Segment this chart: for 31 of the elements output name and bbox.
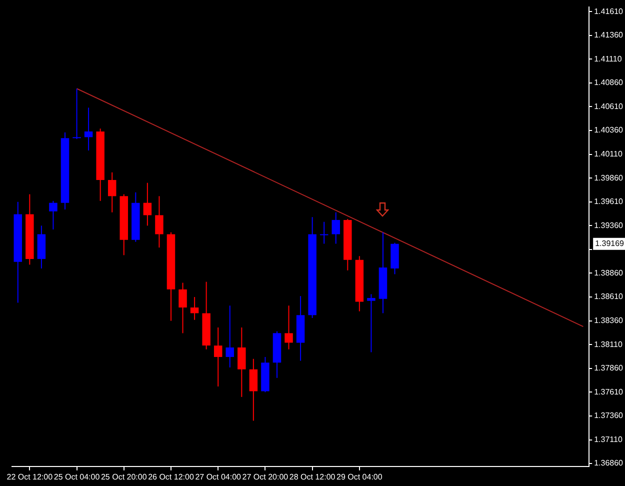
y-tick-label: 1.41110: [594, 54, 622, 64]
y-tick-label: 1.37110: [594, 434, 623, 444]
x-tick-label: 29 Oct 04:00: [336, 472, 383, 482]
y-tick-label: 1.39610: [594, 197, 624, 206]
y-tick-label: 1.38110: [594, 340, 623, 349]
candlestick: [320, 222, 328, 244]
y-tick-label: 1.36860: [594, 458, 624, 468]
y-tick-label: 1.38860: [594, 268, 624, 278]
x-tick-label: 22 Oct 12:00: [6, 472, 54, 482]
x-tick-label: 27 Oct 04:00: [195, 472, 242, 482]
y-tick-label: 1.41360: [594, 30, 624, 40]
y-tick-label: 1.37860: [594, 364, 624, 373]
x-tick-label: 25 Oct 04:00: [54, 472, 100, 482]
y-tick-label: 1.38610: [594, 292, 624, 302]
y-tick-label: 1.40360: [594, 126, 624, 135]
y-tick-label: 1.41610: [594, 6, 624, 16]
y-tick-label: 1.40860: [594, 78, 624, 88]
y-tick-label: 1.37360: [594, 411, 624, 420]
y-tick-label: 1.37610: [594, 387, 624, 396]
y-tick-label: 1.40110: [594, 149, 623, 158]
x-tick-label: 27 Oct 20:00: [242, 472, 289, 482]
candlestick: [367, 294, 376, 352]
text: 1.39169: [595, 239, 625, 248]
candlestick: [72, 88, 81, 140]
y-tick-label: 1.38360: [594, 316, 624, 326]
y-tick-label: 1.39360: [594, 220, 624, 230]
x-tick-label: 26 Oct 12:00: [148, 472, 194, 482]
y-tick-label: 1.40610: [594, 102, 624, 111]
y-tick-label: 1.39860: [594, 173, 624, 182]
x-tick-label: 28 Oct 12:00: [289, 472, 336, 482]
x-tick-label: 25 Oct 20:00: [100, 472, 148, 482]
